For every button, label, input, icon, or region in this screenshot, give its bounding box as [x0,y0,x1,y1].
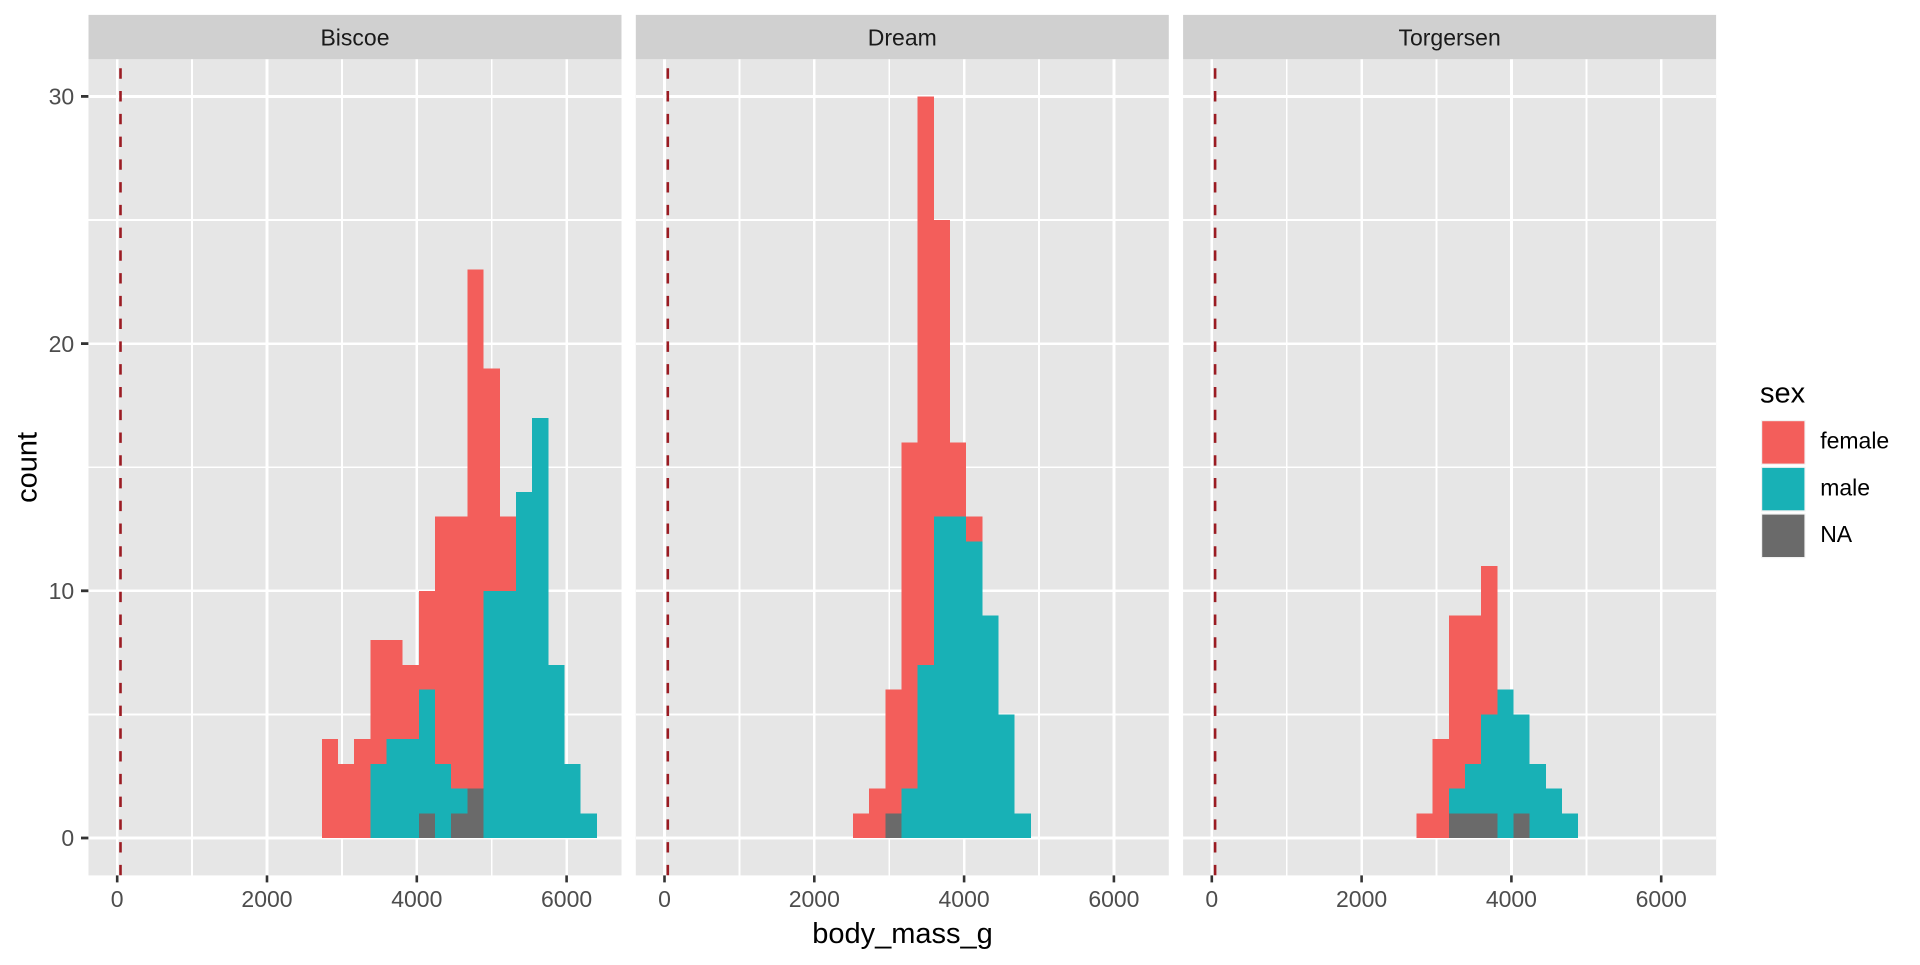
svg-text:0: 0 [1205,886,1218,912]
svg-text:Torgersen: Torgersen [1398,24,1500,50]
svg-text:female: female [1820,428,1889,454]
svg-text:2000: 2000 [1336,886,1387,912]
svg-text:Biscoe: Biscoe [320,24,389,50]
svg-text:0: 0 [658,886,671,912]
svg-text:4000: 4000 [1486,886,1537,912]
svg-text:20: 20 [49,331,75,357]
svg-text:0: 0 [111,886,124,912]
svg-text:2000: 2000 [241,886,292,912]
svg-text:count: count [12,432,44,503]
svg-text:body_mass_g: body_mass_g [812,918,993,950]
svg-text:2000: 2000 [789,886,840,912]
svg-text:6000: 6000 [1088,886,1139,912]
svg-text:male: male [1820,474,1870,500]
svg-text:sex: sex [1760,378,1806,410]
svg-text:30: 30 [49,84,75,110]
svg-text:NA: NA [1820,521,1853,547]
svg-text:4000: 4000 [391,886,442,912]
svg-text:0: 0 [61,825,74,851]
svg-text:4000: 4000 [939,886,990,912]
svg-text:Dream: Dream [868,24,937,50]
svg-text:6000: 6000 [1636,886,1687,912]
svg-text:6000: 6000 [541,886,592,912]
svg-text:10: 10 [49,578,75,604]
